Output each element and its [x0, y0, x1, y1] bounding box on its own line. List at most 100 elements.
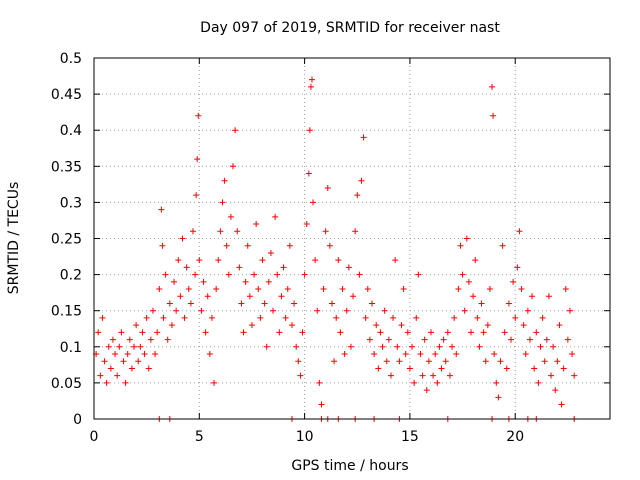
data-point	[369, 300, 376, 307]
data-point	[398, 322, 405, 329]
data-point	[95, 329, 102, 336]
data-point	[232, 127, 239, 134]
data-point	[240, 329, 247, 336]
y-tick-label: 0.1	[60, 340, 82, 356]
data-point	[331, 358, 338, 365]
data-point	[267, 249, 274, 256]
data-point	[198, 307, 205, 314]
data-point	[301, 271, 308, 278]
data-point	[238, 300, 245, 307]
y-tick-label: 0.5	[60, 51, 82, 67]
y-tick-label: 0.2	[60, 268, 82, 284]
data-point	[491, 351, 498, 358]
data-point	[202, 329, 209, 336]
data-point	[383, 358, 390, 365]
data-point	[308, 76, 315, 83]
data-point	[246, 293, 253, 300]
data-point	[470, 293, 477, 300]
data-point	[362, 314, 369, 321]
data-point	[181, 314, 188, 321]
data-point	[402, 351, 409, 358]
data-point	[379, 343, 386, 350]
data-point	[139, 329, 146, 336]
data-point	[427, 329, 434, 336]
data-point	[516, 228, 523, 235]
data-point	[177, 293, 184, 300]
data-point	[444, 329, 451, 336]
data-point	[107, 365, 114, 372]
data-point	[131, 343, 138, 350]
data-point	[179, 235, 186, 242]
data-point	[406, 365, 413, 372]
data-point	[164, 336, 171, 343]
y-tick-label: 0.05	[51, 376, 82, 392]
data-point	[276, 329, 283, 336]
data-point	[377, 329, 384, 336]
data-point	[116, 343, 123, 350]
data-point	[423, 387, 430, 394]
data-point	[554, 358, 561, 365]
data-point	[390, 314, 397, 321]
data-point	[499, 242, 506, 249]
data-point	[244, 242, 251, 249]
data-point	[453, 351, 460, 358]
data-point	[291, 300, 298, 307]
data-point	[347, 343, 354, 350]
data-point	[204, 293, 211, 300]
data-point	[341, 351, 348, 358]
data-point	[531, 365, 538, 372]
data-point	[295, 358, 302, 365]
data-point	[434, 379, 441, 386]
data-point	[189, 228, 196, 235]
data-point	[371, 351, 378, 358]
data-point	[97, 372, 104, 379]
data-point	[425, 358, 432, 365]
data-point	[339, 286, 346, 293]
data-point	[514, 264, 521, 271]
y-tick-label: 0.35	[51, 159, 82, 175]
data-point	[175, 257, 182, 264]
data-point	[350, 293, 357, 300]
data-point	[375, 365, 382, 372]
y-tick-label: 0.15	[51, 304, 82, 320]
data-point	[404, 329, 411, 336]
data-point	[318, 401, 325, 408]
y-tick-label: 0.3	[60, 195, 82, 211]
data-point	[286, 242, 293, 249]
data-point	[343, 307, 350, 314]
data-point	[168, 322, 175, 329]
data-point	[465, 278, 472, 285]
data-point	[560, 365, 567, 372]
data-point	[400, 286, 407, 293]
data-point	[135, 358, 142, 365]
data-point	[215, 257, 222, 264]
data-point	[508, 336, 515, 343]
data-point	[307, 83, 314, 90]
data-point	[352, 228, 359, 235]
data-point	[392, 257, 399, 264]
data-point	[193, 192, 200, 199]
data-point	[230, 163, 237, 170]
tick-layer: 0 0.05 0.1 0.15 0.2 0.25 0.3 0.35 0.4 0.45 0.5 0 5 10…	[51, 51, 610, 445]
data-point	[158, 206, 165, 213]
data-point	[303, 221, 310, 228]
data-point	[512, 314, 519, 321]
data-point	[316, 379, 323, 386]
x-tick-label: 20	[506, 429, 524, 445]
data-point	[253, 221, 260, 228]
data-point	[539, 314, 546, 321]
data-point	[141, 351, 148, 358]
x-tick-label: 0	[90, 429, 99, 445]
data-point	[171, 278, 178, 285]
y-tick-label: 0.45	[51, 87, 82, 103]
data-point	[569, 351, 576, 358]
data-point	[345, 264, 352, 271]
data-point	[571, 372, 578, 379]
data-point	[463, 235, 470, 242]
data-point	[288, 322, 295, 329]
data-point	[159, 242, 166, 249]
data-point	[143, 314, 150, 321]
data-point	[185, 286, 192, 293]
data-point	[548, 372, 555, 379]
data-point	[118, 329, 125, 336]
